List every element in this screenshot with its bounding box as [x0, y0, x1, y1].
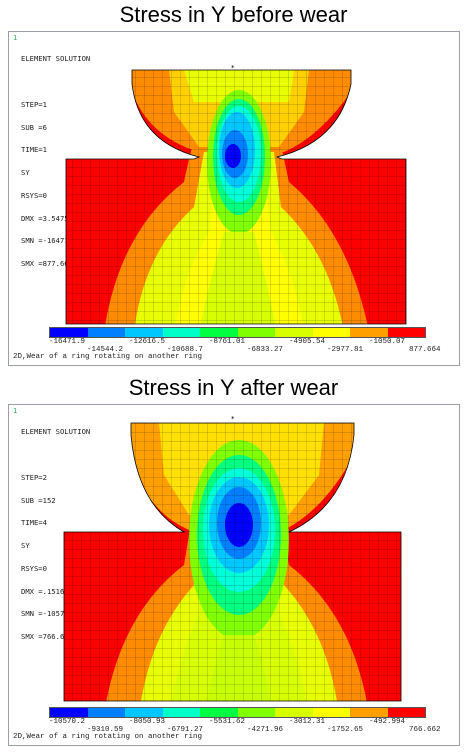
color-swatch: [87, 708, 125, 717]
color-swatch: [312, 708, 350, 717]
info-line: STEP=2: [21, 472, 47, 482]
legend-value: -8050.93: [129, 718, 166, 726]
color-swatch: [125, 328, 163, 337]
svg-text:*: *: [231, 415, 235, 423]
color-swatch: [350, 328, 388, 337]
legend-value: -6791.27: [167, 726, 204, 734]
legend-value: -492.994: [369, 718, 406, 726]
color-swatch: [162, 708, 200, 717]
info-line: STEP=1: [21, 99, 47, 109]
info-line: TIME=4: [21, 518, 47, 528]
solution-info: ELEMENT SOLUTION STEP=1 SUB =6 TIME=1 SY…: [21, 40, 99, 283]
color-swatch: [237, 708, 275, 717]
color-swatch: [275, 328, 313, 337]
color-swatch: [200, 708, 238, 717]
legend-value: -6833.27: [247, 346, 284, 354]
figure-title-before: Stress in Y before wear: [119, 2, 348, 27]
color-swatch: [50, 708, 88, 717]
info-line: ELEMENT SOLUTION: [21, 427, 91, 437]
info-line: SUB =152: [21, 495, 56, 505]
stress-contour-plot: *: [63, 415, 402, 702]
plot-caption: 2D,Wear of a ring rotating on another ri…: [13, 353, 203, 361]
info-line: SMN =-16471.9: [21, 236, 78, 246]
legend-value: 766.662: [409, 726, 441, 734]
color-swatch: [387, 708, 425, 717]
legend-value: -5531.62: [209, 718, 246, 726]
legend-value: -14544.2: [87, 346, 124, 354]
color-swatch: [312, 328, 350, 337]
result-panel-after: 1 ELEMENT SOLUTION STEP=2 SUB =152 TIME=…: [8, 404, 460, 746]
color-swatch: [275, 708, 313, 717]
stress-contour-plot: *: [65, 64, 407, 325]
legend-value: -4271.96: [247, 726, 284, 734]
info-line: ELEMENT SOLUTION: [21, 54, 91, 64]
color-scale-bar: [49, 707, 426, 718]
info-line: RSYS=0: [21, 190, 47, 200]
legend-value: 877.664: [409, 346, 441, 354]
color-swatch: [387, 328, 425, 337]
info-line: DMX =3.54754: [21, 213, 73, 223]
color-swatch: [50, 328, 88, 337]
legend-value: -10570.2: [49, 718, 86, 726]
color-scale-bar: [49, 327, 426, 338]
info-line: RSYS=0: [21, 563, 47, 573]
info-line: SMX =877.664: [21, 259, 73, 269]
legend-value: -4905.54: [289, 338, 326, 346]
color-swatch: [237, 328, 275, 337]
svg-text:*: *: [231, 64, 235, 72]
legend-value: -12616.5: [129, 338, 166, 346]
result-panel-before: 1 ELEMENT SOLUTION STEP=1 SUB =6 TIME=1 …: [8, 31, 460, 366]
figure-title-after: Stress in Y after wear: [128, 375, 339, 400]
color-swatch: [162, 328, 200, 337]
color-swatch: [200, 328, 238, 337]
plot-caption: 2D,Wear of a ring rotating on another ri…: [13, 733, 203, 741]
legend-value: -8761.01: [209, 338, 246, 346]
origin-marker: 1: [13, 34, 18, 42]
legend-value: -10688.7: [167, 346, 204, 354]
legend-value: -1050.07: [369, 338, 406, 346]
info-line: TIME=1: [21, 145, 47, 155]
legend-value: -9310.59: [87, 726, 124, 734]
color-swatch: [350, 708, 388, 717]
legend-value: -1752.65: [327, 726, 364, 734]
legend-value: -3012.31: [289, 718, 326, 726]
color-swatch: [87, 328, 125, 337]
info-line: SMX =766.662: [21, 632, 73, 642]
origin-marker: 1: [13, 407, 18, 415]
color-swatch: [125, 708, 163, 717]
legend-value: -16471.9: [49, 338, 86, 346]
info-line: DMX =.151672: [21, 586, 73, 596]
legend-value: -2977.81: [327, 346, 364, 354]
info-line: SMN =-10570.2: [21, 609, 78, 619]
info-line: SUB =6: [21, 122, 47, 132]
